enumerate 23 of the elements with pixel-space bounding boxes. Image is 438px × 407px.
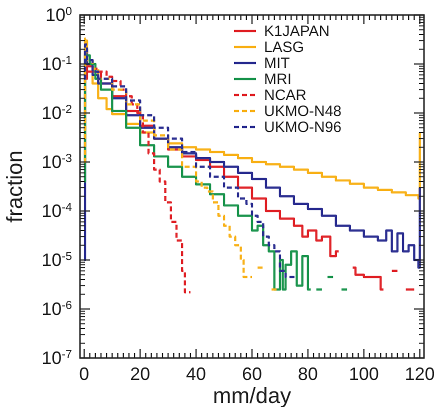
y-tick-label: 10$^{-2}$ [42,102,72,123]
y-tick-label: 10$^{-6}$ [42,298,72,319]
legend-label: K1JAPAN [264,23,330,40]
legend-label: MIT [264,55,290,72]
x-tick-label: 20 [130,364,150,384]
legend-label: LASG [264,39,304,56]
x-tick-label: 40 [186,364,206,384]
legend-label: UKMO-N48 [264,103,342,120]
legend-label: NCAR [264,87,307,104]
y-tick-label: 10$^{-5}$ [42,250,72,270]
x-tick-label: 100 [348,364,379,384]
y-tick-label: 10$^{0}$ [45,4,72,25]
y-tick-label: 10$^{-4}$ [42,200,72,221]
x-tick-label: 80 [298,364,318,384]
x-tick-label: 0 [79,364,90,384]
x-tick-label: 120 [404,364,435,384]
legend-label: MRI [264,71,292,88]
y-tick-label: 10$^{-1}$ [42,54,72,74]
y-tick-label: 10$^{-3}$ [42,152,72,172]
x-tick-label: 60 [242,364,262,384]
y-tick-label: 10$^{-7}$ [42,348,72,368]
y-axis-title: fraction [2,150,27,223]
legend-label: UKMO-N96 [264,119,342,136]
